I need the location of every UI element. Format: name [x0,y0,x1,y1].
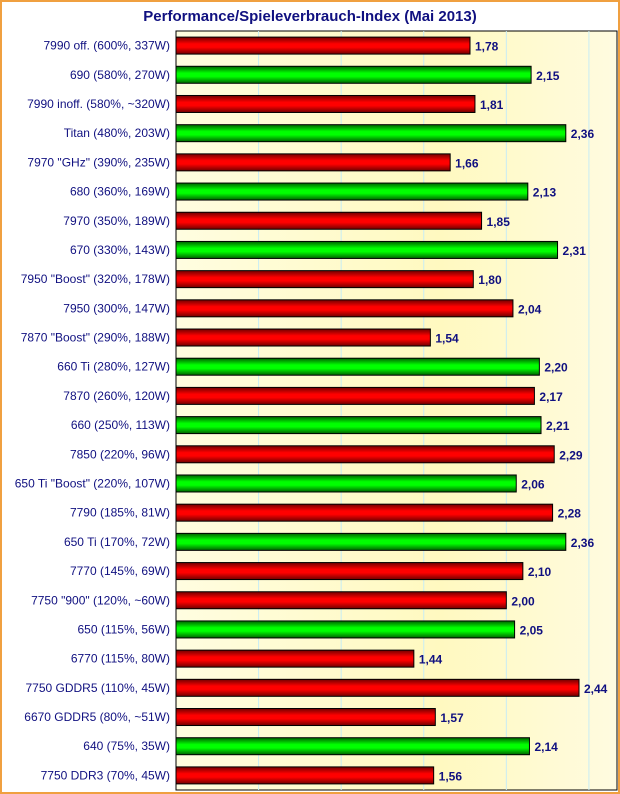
value-label: 2,21 [546,419,570,433]
bar-red [175,36,471,55]
bar-red [175,211,483,230]
bar-red [175,591,507,610]
category-label: 7870 (260%, 120W) [63,389,170,403]
category-label: 7990 off. (600%, 337W) [43,39,170,53]
value-label: 1,54 [435,332,459,346]
value-label: 1,78 [475,40,499,54]
bar-green [175,65,532,84]
value-label: 2,28 [558,507,582,521]
bar-red [175,649,415,668]
category-label: 7970 (350%, 189W) [63,214,170,228]
bar-red [175,678,580,697]
value-label: 1,85 [487,215,511,229]
category-label: 640 (75%, 35W) [83,739,170,753]
category-label: 7750 DDR3 (70%, 45W) [41,768,170,782]
chart-title: Performance/Spieleverbrauch-Index (Mai 2… [143,8,477,25]
value-label: 2,20 [544,361,568,375]
category-label: 660 (250%, 113W) [71,418,170,432]
category-label: 7950 "Boost" (320%, 178W) [21,272,170,286]
bar-green [175,416,542,435]
bar-red [175,503,554,522]
value-label: 2,13 [533,186,557,200]
category-label: 7850 (220%, 96W) [70,447,170,461]
category-label: 660 Ti (280%, 127W) [57,360,170,374]
bar-green [175,737,530,756]
category-label: 670 (330%, 143W) [70,243,170,257]
category-label: 680 (360%, 169W) [70,185,170,199]
category-label: 650 Ti (170%, 72W) [64,535,170,549]
bar-red [175,153,451,172]
bar-red [175,562,524,581]
category-label: Titan (480%, 203W) [64,126,170,140]
category-label: 7790 (185%, 81W) [70,506,170,520]
value-label: 1,44 [419,653,443,667]
bar-red [175,708,436,727]
bar-green [175,357,540,376]
value-label: 2,00 [511,594,535,608]
bar-red [175,445,555,464]
category-label: 7970 "GHz" (390%, 235W) [27,155,170,169]
bar-red [175,270,474,289]
bar-green [175,620,516,639]
bar-red [175,766,435,785]
value-label: 1,80 [478,273,502,287]
category-label: 7870 "Boost" (290%, 188W) [21,331,170,345]
value-label: 2,31 [563,244,587,258]
plot-area [175,30,618,791]
category-label: 6770 (115%, 80W) [71,652,170,666]
category-label: 6670 GDDR5 (80%, ~51W) [24,710,170,724]
value-label: 2,17 [539,390,563,404]
value-label: 2,36 [571,127,595,141]
category-label: 650 Ti "Boost" (220%, 107W) [15,476,170,490]
bar-red [175,328,431,347]
value-label: 1,57 [440,711,464,725]
category-label: 7750 GDDR5 (110%, 45W) [25,681,170,695]
bar-green [175,474,517,493]
value-label: 2,44 [584,682,608,696]
category-label: 7770 (145%, 69W) [70,564,170,578]
bar-red [175,94,476,113]
category-label: 7750 "900" (120%, ~60W) [31,593,170,607]
value-label: 1,81 [480,98,504,112]
value-label: 2,36 [571,536,595,550]
category-label: 650 (115%, 56W) [78,622,171,636]
bar-red [175,299,514,318]
category-label: 7990 inoff. (580%, ~320W) [27,97,170,111]
category-label: 690 (580%, 270W) [70,68,170,82]
bar-green [175,182,529,201]
value-label: 2,15 [536,69,560,83]
value-label: 2,04 [518,302,542,316]
value-label: 1,56 [439,769,463,783]
bar-green [175,124,567,143]
value-label: 1,66 [455,156,479,170]
value-label: 2,06 [521,477,545,491]
bar-green [175,532,567,551]
value-label: 2,10 [528,565,552,579]
category-label: 7950 (300%, 147W) [63,301,170,315]
value-label: 2,14 [534,740,558,754]
bar-red [175,386,535,405]
bar-green [175,240,559,259]
value-label: 2,05 [520,623,544,637]
value-label: 2,29 [559,448,583,462]
